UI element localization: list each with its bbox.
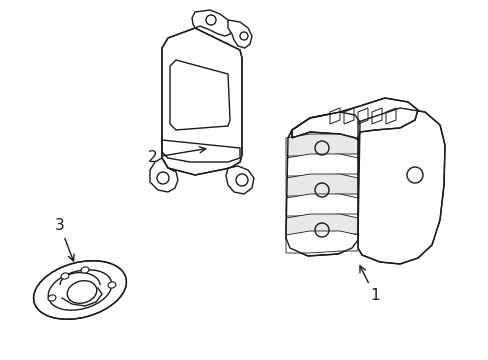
Ellipse shape: [67, 281, 97, 303]
Polygon shape: [285, 174, 357, 196]
Polygon shape: [285, 214, 357, 236]
Polygon shape: [357, 108, 367, 124]
Polygon shape: [225, 166, 253, 194]
Text: 1: 1: [359, 266, 379, 303]
Polygon shape: [329, 108, 339, 124]
Text: 2: 2: [148, 147, 205, 165]
Polygon shape: [162, 28, 242, 175]
Polygon shape: [162, 140, 240, 162]
Ellipse shape: [34, 261, 126, 319]
Polygon shape: [371, 108, 381, 124]
Polygon shape: [285, 134, 357, 156]
Polygon shape: [343, 108, 353, 124]
Polygon shape: [170, 60, 229, 130]
Ellipse shape: [48, 270, 112, 310]
Polygon shape: [150, 158, 178, 192]
Ellipse shape: [108, 282, 116, 288]
Polygon shape: [285, 194, 357, 216]
Polygon shape: [385, 108, 395, 124]
Polygon shape: [285, 154, 357, 176]
Polygon shape: [291, 98, 417, 140]
Ellipse shape: [48, 295, 56, 301]
Polygon shape: [227, 20, 251, 48]
Polygon shape: [192, 10, 231, 36]
Polygon shape: [357, 108, 444, 264]
Ellipse shape: [61, 273, 69, 279]
Text: 3: 3: [55, 218, 74, 261]
Polygon shape: [285, 231, 357, 253]
Ellipse shape: [81, 267, 89, 273]
Polygon shape: [285, 112, 359, 256]
